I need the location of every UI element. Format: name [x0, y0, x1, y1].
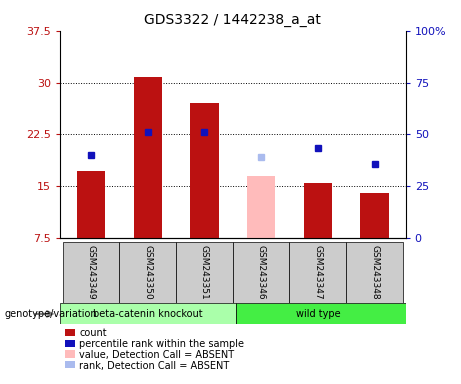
Title: GDS3322 / 1442238_a_at: GDS3322 / 1442238_a_at — [144, 13, 321, 27]
Bar — [77, 171, 105, 238]
Bar — [134, 77, 162, 238]
Bar — [176, 242, 233, 303]
Bar — [233, 242, 290, 303]
Bar — [361, 193, 389, 238]
Bar — [304, 183, 332, 238]
Text: beta-catenin knockout: beta-catenin knockout — [93, 309, 202, 319]
Text: GSM243347: GSM243347 — [313, 245, 322, 300]
Bar — [119, 242, 176, 303]
Text: GSM243348: GSM243348 — [370, 245, 379, 300]
Text: GSM243346: GSM243346 — [257, 245, 266, 300]
Text: GSM243351: GSM243351 — [200, 245, 209, 300]
Bar — [190, 103, 219, 238]
Text: percentile rank within the sample: percentile rank within the sample — [79, 339, 244, 349]
Bar — [60, 303, 236, 324]
Bar — [290, 242, 346, 303]
Text: value, Detection Call = ABSENT: value, Detection Call = ABSENT — [79, 350, 234, 360]
Text: rank, Detection Call = ABSENT: rank, Detection Call = ABSENT — [79, 361, 230, 371]
Bar — [247, 176, 275, 238]
Text: genotype/variation: genotype/variation — [5, 309, 97, 319]
Text: GSM243350: GSM243350 — [143, 245, 152, 300]
Bar — [63, 242, 119, 303]
Bar — [236, 303, 406, 324]
Text: wild type: wild type — [296, 309, 340, 319]
Text: count: count — [79, 328, 107, 338]
Bar — [346, 242, 403, 303]
Text: GSM243349: GSM243349 — [87, 245, 95, 300]
